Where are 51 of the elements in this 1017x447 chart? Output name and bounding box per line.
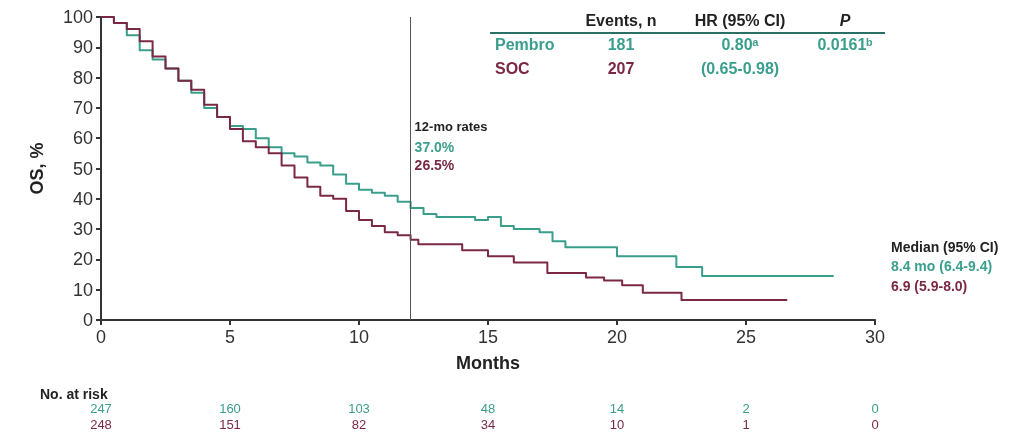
text: 1 xyxy=(742,417,750,432)
annotation: 26.5% xyxy=(414,157,455,173)
text: 247 xyxy=(90,401,112,416)
y-tick-label: 50 xyxy=(72,158,93,179)
x-axis-title: Months xyxy=(456,353,520,373)
text: Pembro xyxy=(495,35,555,53)
ref-line-label: 12-mo rates xyxy=(414,119,488,134)
x-tick-label: 25 xyxy=(735,327,757,347)
text: 14 xyxy=(609,401,625,416)
y-tick-label: 80 xyxy=(72,67,93,88)
x-tick-label: 15 xyxy=(477,327,499,347)
text: Median (95% CI) xyxy=(891,239,999,255)
x-tick-label: 0 xyxy=(95,327,107,347)
text: 8.4 mo (6.4-9.4) xyxy=(891,258,993,274)
text: 103 xyxy=(348,401,370,416)
y-tick-label: 0 xyxy=(82,310,93,330)
x-tick-label: 30 xyxy=(864,327,886,347)
x-tick-label: 20 xyxy=(606,327,628,347)
text: SOC xyxy=(495,59,531,77)
y-tick-label: 20 xyxy=(72,249,93,270)
x-tick-label: 10 xyxy=(348,327,370,347)
y-tick-label: 60 xyxy=(72,128,93,149)
y-axis-title: OS, % xyxy=(27,142,47,195)
text: 0 xyxy=(871,401,879,416)
text: 2 xyxy=(742,401,750,416)
text: 160 xyxy=(219,401,241,416)
annotation: 181 xyxy=(607,35,635,53)
text: 0 xyxy=(871,417,879,432)
annotation: 37.0% xyxy=(414,139,455,155)
text: 6.9 (5.9-8.0) xyxy=(891,278,968,294)
text: 34 xyxy=(480,417,496,432)
annotation: P xyxy=(839,11,851,29)
y-tick-label: 100 xyxy=(62,7,93,27)
y-tick-label: 90 xyxy=(72,37,93,58)
annotation: Events, n xyxy=(585,11,657,29)
text: 10 xyxy=(609,417,625,432)
y-tick-label: 30 xyxy=(72,219,93,240)
text: 151 xyxy=(219,417,241,432)
text: 82 xyxy=(351,417,367,432)
annotation: 207 xyxy=(607,59,635,77)
annotation: HR (95% CI) xyxy=(694,11,786,29)
text: 248 xyxy=(90,417,112,432)
text: No. at risk xyxy=(40,386,108,402)
annotation: (0.65-0.98) xyxy=(700,59,780,77)
annotation: 0.0161ᵇ xyxy=(817,35,873,53)
x-tick-label: 5 xyxy=(224,327,236,347)
annotation: 0.80ᵃ xyxy=(721,35,759,53)
y-tick-label: 40 xyxy=(72,188,93,209)
y-tick-label: 70 xyxy=(72,97,93,118)
y-tick-label: 10 xyxy=(72,279,93,300)
text: 48 xyxy=(480,401,496,416)
